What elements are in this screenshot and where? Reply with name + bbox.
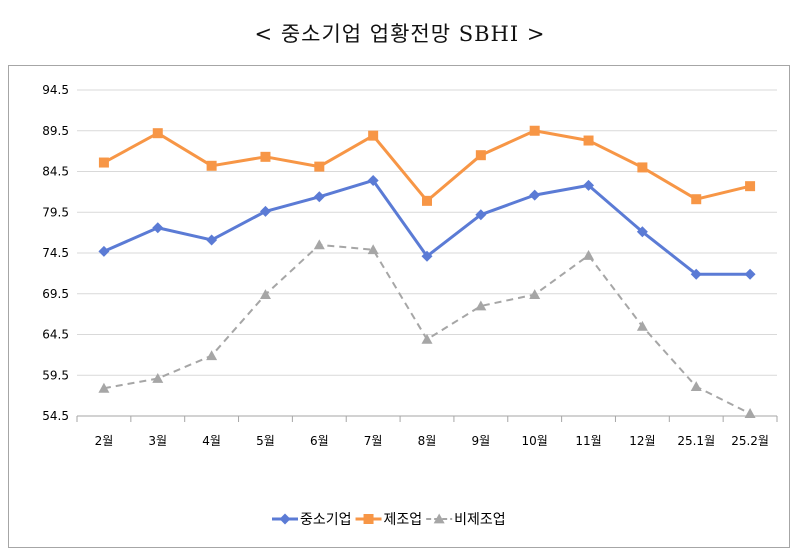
x-tick-label: 10월 <box>522 434 548 448</box>
data-point-제조업 <box>583 135 594 146</box>
y-tick-label: 84.5 <box>42 165 69 179</box>
data-point-중소기업 <box>583 179 595 191</box>
data-point-비제조업 <box>636 320 648 331</box>
y-tick-label: 59.5 <box>42 368 69 382</box>
series-line-제조업 <box>103 129 751 203</box>
data-point-제조업 <box>422 195 432 206</box>
legend-marker-중소기업 <box>279 513 291 525</box>
data-point-제조업 <box>152 128 163 139</box>
x-tick-label: 8월 <box>418 434 437 448</box>
data-point-비제조업 <box>206 350 218 361</box>
x-tick-label: 11월 <box>575 434 601 448</box>
x-tick-label: 3월 <box>148 434 167 448</box>
legend-label-제조업: 제조업 <box>384 512 423 528</box>
data-point-중소기업 <box>98 245 110 257</box>
data-point-비제조업 <box>367 244 379 255</box>
legend-label-비제조업: 비제조업 <box>454 512 506 528</box>
series-line-비제조업 <box>103 243 751 415</box>
data-point-중소기업 <box>367 174 379 186</box>
legend-label-중소기업: 중소기업 <box>300 512 352 528</box>
data-point-비제조업 <box>98 382 110 393</box>
chart-frame <box>8 65 790 548</box>
data-point-중소기업 <box>690 268 702 280</box>
data-point-중소기업 <box>259 205 271 217</box>
data-point-중소기업 <box>313 191 325 203</box>
data-point-제조업 <box>691 194 702 205</box>
x-tick-label: 9월 <box>472 434 491 448</box>
data-point-중소기업 <box>744 268 756 280</box>
data-point-비제조업 <box>583 249 595 260</box>
x-tick-label: 2월 <box>95 434 114 448</box>
data-point-제조업 <box>314 161 325 172</box>
data-point-제조업 <box>98 157 109 168</box>
y-tick-label: 94.5 <box>42 83 69 97</box>
data-point-중소기업 <box>529 189 541 201</box>
data-point-제조업 <box>475 150 486 161</box>
data-point-제조업 <box>206 160 217 171</box>
data-point-중소기업 <box>206 234 218 246</box>
data-point-중소기업 <box>421 250 433 262</box>
x-tick-label: 5월 <box>256 434 275 448</box>
data-point-제조업 <box>529 125 540 136</box>
data-point-중소기업 <box>475 209 487 221</box>
data-point-제조업 <box>260 151 271 162</box>
data-point-비제조업 <box>529 289 541 299</box>
y-tick-label: 54.5 <box>42 409 69 423</box>
data-point-비제조업 <box>259 289 271 299</box>
data-point-중소기업 <box>636 226 648 238</box>
data-point-제조업 <box>637 162 648 173</box>
data-point-비제조업 <box>744 408 756 418</box>
legend-marker-제조업 <box>363 514 374 524</box>
x-tick-label: 25.2월 <box>731 434 769 448</box>
data-point-비제조업 <box>313 239 325 250</box>
data-point-비제조업 <box>152 373 164 383</box>
y-tick-label: 69.5 <box>42 287 69 301</box>
data-point-중소기업 <box>152 222 164 234</box>
data-point-제조업 <box>745 181 756 192</box>
data-point-비제조업 <box>421 333 433 344</box>
x-tick-label: 6월 <box>310 434 329 448</box>
x-tick-label: 25.1월 <box>677 434 715 448</box>
y-tick-label: 79.5 <box>42 205 69 219</box>
y-tick-label: 74.5 <box>42 246 69 260</box>
x-tick-label: 12월 <box>629 434 655 448</box>
data-point-제조업 <box>368 130 379 141</box>
x-tick-label: 4월 <box>202 434 221 448</box>
data-point-비제조업 <box>690 381 702 392</box>
data-point-비제조업 <box>475 300 487 311</box>
x-tick-label: 7월 <box>364 434 383 448</box>
legend-marker-비제조업 <box>433 513 445 524</box>
y-tick-label: 89.5 <box>42 124 69 138</box>
y-tick-label: 64.5 <box>42 328 69 342</box>
chart-title: < 중소기업 업황전망 SBHI > <box>254 22 546 46</box>
